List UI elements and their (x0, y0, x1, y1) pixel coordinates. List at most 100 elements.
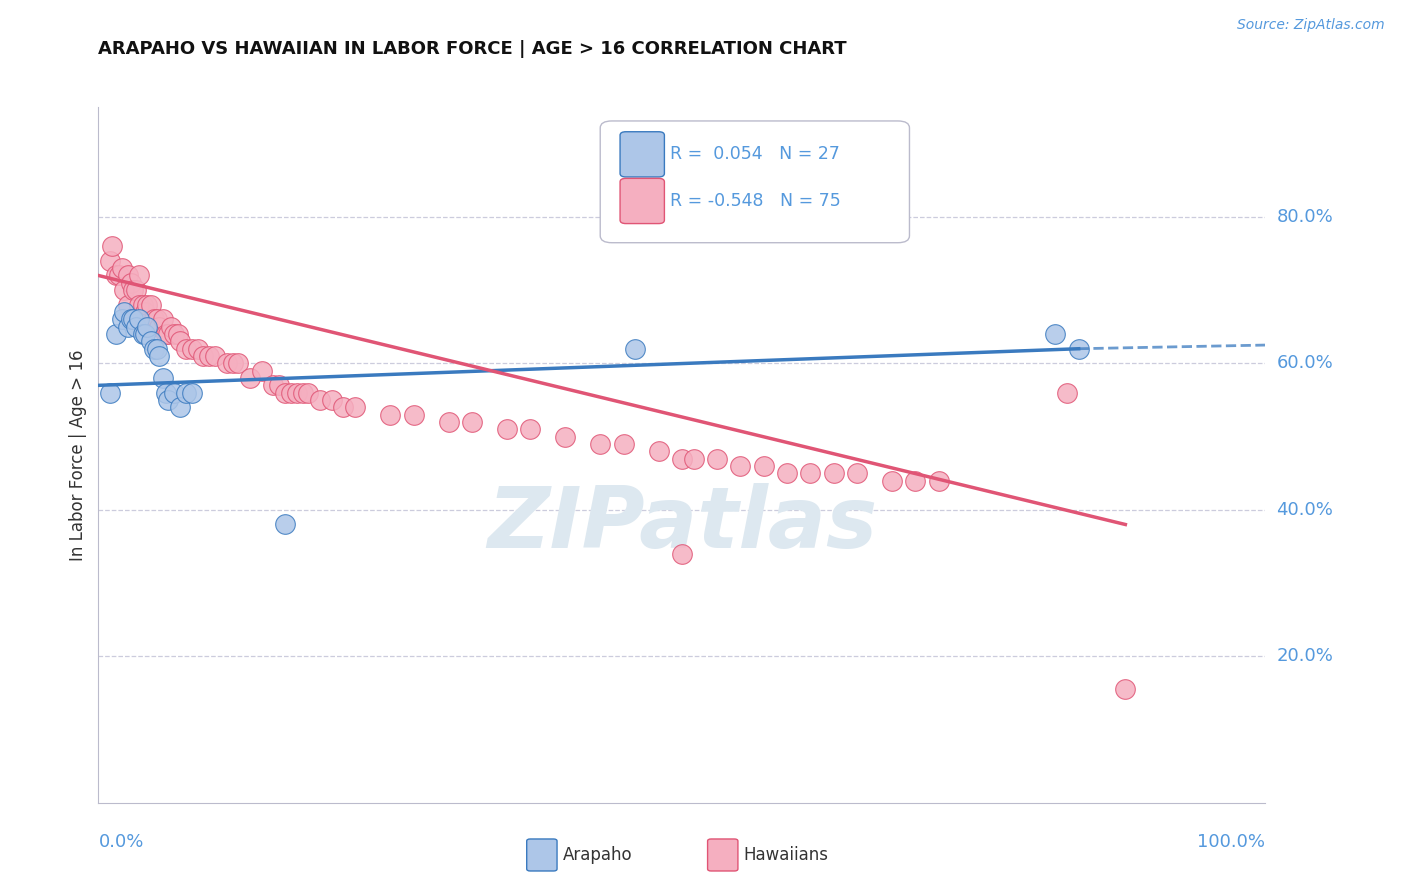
Point (321, 392, 343, 407)
Text: 20.0%: 20.0% (1277, 648, 1333, 665)
Point (332, 401, 354, 415)
Point (274, 385, 297, 400)
Point (554, 429, 576, 443)
Point (880, 474, 903, 488)
Point (496, 422, 519, 436)
Point (104, 268, 127, 283)
Point (461, 415, 484, 429)
Point (166, 327, 188, 342)
Point (309, 392, 332, 407)
Text: R =  0.054   N = 27: R = 0.054 N = 27 (671, 145, 841, 163)
Point (437, 415, 460, 429)
Point (706, 451, 728, 466)
Text: ZIPatlas: ZIPatlas (486, 483, 877, 566)
FancyBboxPatch shape (600, 121, 910, 243)
Point (380, 408, 402, 422)
Point (589, 437, 612, 451)
Point (157, 327, 180, 342)
Point (111, 312, 134, 326)
Point (134, 327, 156, 342)
Point (143, 342, 166, 356)
Point (1114, 682, 1136, 697)
Point (98, 385, 121, 400)
FancyBboxPatch shape (527, 839, 557, 871)
Point (155, 327, 177, 342)
Point (139, 334, 162, 349)
Text: 40.0%: 40.0% (1277, 500, 1333, 519)
Y-axis label: In Labor Force | Age > 16: In Labor Force | Age > 16 (69, 349, 87, 561)
Text: R = -0.548   N = 75: R = -0.548 N = 75 (671, 192, 841, 210)
Point (198, 349, 221, 363)
Point (108, 268, 131, 283)
FancyBboxPatch shape (707, 839, 738, 871)
FancyBboxPatch shape (620, 132, 665, 177)
Point (134, 305, 156, 319)
Point (146, 342, 169, 356)
Point (139, 298, 162, 312)
Point (101, 239, 124, 253)
Point (274, 517, 297, 532)
FancyBboxPatch shape (620, 178, 665, 224)
Point (752, 458, 775, 473)
Point (128, 298, 150, 312)
Point (148, 319, 170, 334)
Text: ARAPAHO VS HAWAIIAN IN LABOR FORCE | AGE > 16 CORRELATION CHART: ARAPAHO VS HAWAIIAN IN LABOR FORCE | AGE… (98, 40, 846, 58)
Text: 80.0%: 80.0% (1277, 208, 1333, 226)
Point (120, 312, 142, 326)
Point (519, 422, 541, 436)
Point (132, 298, 155, 312)
Point (187, 342, 209, 356)
Point (122, 283, 145, 297)
Point (98, 253, 121, 268)
Point (117, 268, 139, 283)
Point (159, 319, 181, 334)
Point (169, 401, 191, 415)
Point (291, 385, 314, 400)
Point (250, 364, 273, 378)
Text: Arapaho: Arapaho (562, 846, 633, 864)
Point (180, 385, 202, 400)
Point (174, 342, 197, 356)
Point (344, 401, 367, 415)
Point (148, 349, 170, 363)
Point (136, 319, 159, 334)
Point (846, 467, 869, 481)
Point (146, 312, 169, 326)
Text: 100.0%: 100.0% (1198, 833, 1265, 851)
Point (169, 334, 191, 349)
Point (285, 385, 308, 400)
Point (624, 342, 647, 356)
Text: Hawaiians: Hawaiians (744, 846, 828, 864)
Point (128, 312, 150, 326)
Point (671, 451, 693, 466)
Point (139, 319, 162, 334)
Point (125, 319, 148, 334)
Point (104, 327, 127, 342)
Point (823, 467, 845, 481)
Point (174, 385, 197, 400)
Text: 60.0%: 60.0% (1277, 354, 1333, 372)
Point (152, 371, 174, 385)
Point (143, 312, 166, 326)
Point (132, 327, 155, 342)
Point (799, 467, 821, 481)
Point (193, 349, 215, 363)
Point (239, 371, 262, 385)
Point (152, 312, 174, 326)
Point (120, 276, 142, 290)
Point (262, 378, 284, 392)
Point (221, 356, 243, 370)
Point (928, 474, 950, 488)
Point (647, 444, 669, 458)
Point (228, 356, 250, 370)
Point (122, 312, 145, 326)
Point (730, 458, 752, 473)
Point (402, 408, 425, 422)
Point (163, 327, 186, 342)
Point (163, 385, 186, 400)
Point (125, 283, 148, 297)
Point (155, 385, 177, 400)
Point (112, 283, 135, 297)
Point (117, 298, 139, 312)
Text: Source: ZipAtlas.com: Source: ZipAtlas.com (1237, 18, 1385, 32)
